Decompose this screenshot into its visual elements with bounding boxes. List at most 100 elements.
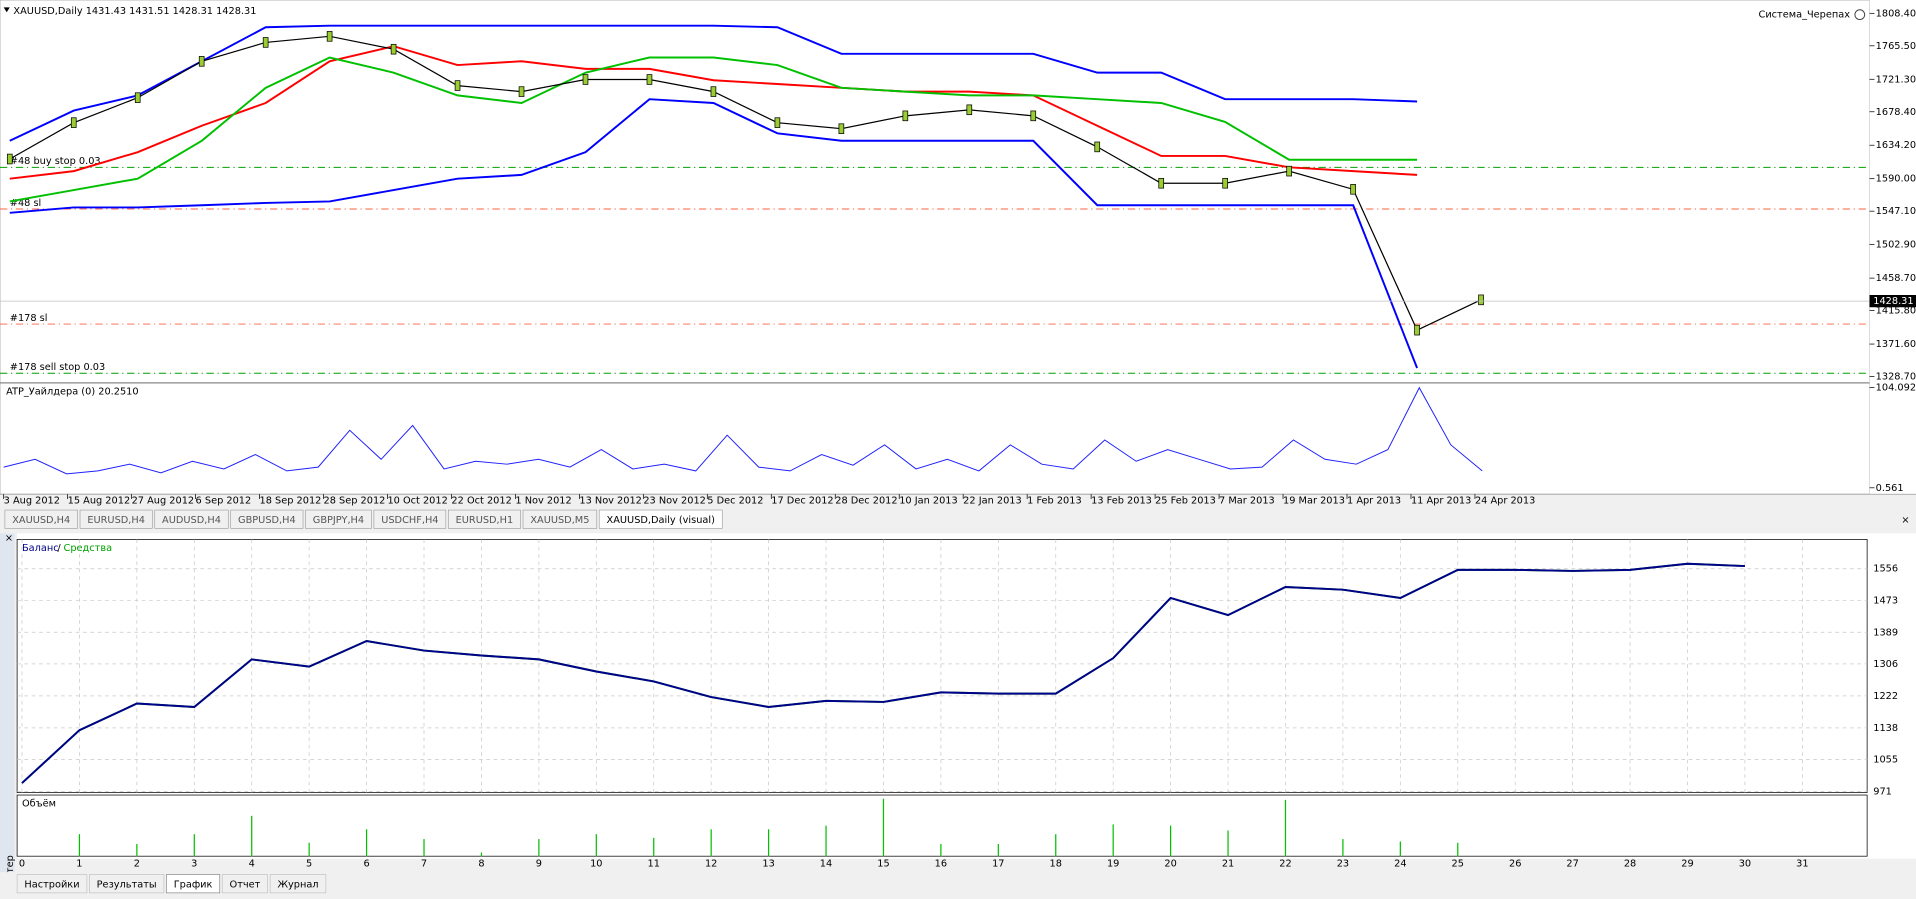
y-tick-label: 1590.00 — [1876, 174, 1916, 185]
y-tick-label: 104.0925 — [1876, 383, 1916, 394]
x-tick-label: 26 — [1509, 859, 1521, 870]
order-label: #178 sell stop 0.03 — [10, 362, 105, 373]
y-tick-label: 1808.40 — [1876, 8, 1916, 19]
x-tick-label: 13 — [762, 859, 774, 870]
candle — [1350, 184, 1356, 195]
x-tick-label: 0 — [19, 859, 25, 870]
x-tick-label: 20 — [1164, 859, 1176, 870]
volume-frame — [16, 794, 1868, 857]
x-tick-label: 24 Apr 2013 — [1475, 495, 1535, 506]
tester-tab-label[interactable]: Отчет — [230, 879, 261, 890]
close-tester[interactable]: × — [5, 533, 13, 544]
symbol-tab-label[interactable]: GBPJPY,H4 — [313, 515, 364, 526]
x-tick-label: 11 Apr 2013 — [1411, 495, 1471, 506]
symbol-tab[interactable] — [79, 509, 153, 529]
symbol-tab[interactable] — [373, 509, 447, 529]
current-price-label: 1428.31 — [1873, 296, 1913, 307]
tester-tab-label[interactable]: График — [174, 879, 213, 890]
channel-line — [9, 35, 1482, 331]
x-tick-label: 24 — [1394, 859, 1406, 870]
tester-tab-label[interactable]: Настройки — [24, 879, 79, 890]
symbol-tab-label[interactable]: XAUUSD,H4 — [12, 515, 70, 526]
symbol-tab[interactable] — [4, 509, 78, 529]
x-tick-label: 23 Nov 2012 — [643, 495, 706, 506]
y-tick-label: 1055 — [1873, 754, 1898, 765]
symbol-tab-label[interactable]: XAUUSD,M5 — [530, 515, 589, 526]
tester-tab-label[interactable]: Журнал — [277, 879, 318, 890]
y-tick-label: 1473 — [1873, 595, 1898, 606]
symbol-tab-label[interactable]: AUDUSD,H4 — [162, 515, 221, 526]
y-tick-label: 971 — [1873, 786, 1892, 797]
x-tick-label: 3 Aug 2012 — [4, 495, 60, 506]
candle — [70, 117, 77, 128]
symbol-tab-label[interactable]: EURUSD,H1 — [456, 515, 514, 526]
y-tick-label: 1222 — [1873, 691, 1898, 702]
y-tick-label: 1458.70 — [1876, 273, 1916, 284]
candle — [390, 43, 397, 55]
menu-arrow[interactable] — [3, 7, 10, 13]
tester-tab[interactable] — [89, 874, 165, 894]
symbol-tab[interactable] — [447, 509, 521, 529]
symbol-tab-label[interactable]: EURUSD,H4 — [87, 515, 145, 526]
candle — [646, 74, 653, 85]
candle — [1414, 324, 1420, 336]
symbol-tab[interactable] — [154, 509, 229, 529]
tester-tab[interactable] — [16, 874, 88, 894]
candle — [710, 86, 717, 97]
x-tick-label: 31 — [1796, 859, 1808, 870]
candle — [774, 117, 781, 128]
symbol-tab[interactable] — [522, 509, 598, 529]
x-tick-label: 11 — [648, 859, 660, 870]
candle — [1286, 165, 1292, 177]
x-tick-label: 18 — [1050, 859, 1062, 870]
candle — [1158, 177, 1165, 189]
x-tick-label: 9 — [536, 859, 542, 870]
balance-line — [21, 562, 1745, 784]
channel-line — [9, 45, 1418, 180]
tester-tab[interactable] — [269, 874, 327, 894]
y-tick-label: 1634.20 — [1876, 140, 1916, 151]
x-tick-label: 8 — [478, 859, 484, 870]
y-tick-label: 1389 — [1873, 627, 1898, 638]
candle — [454, 80, 461, 91]
legend-balance: Баланс — [22, 543, 59, 554]
x-tick-label: 19 Mar 2013 — [1283, 495, 1345, 506]
symbol-tab-label[interactable]: XAUUSD,Daily (visual) — [607, 515, 715, 526]
candle — [838, 123, 845, 134]
tester-tab[interactable] — [221, 874, 268, 894]
channel-line — [9, 24, 1418, 142]
x-tick-label: 4 — [249, 859, 255, 870]
y-tick-label: 1721.30 — [1876, 74, 1916, 85]
x-tick-label: 5 Dec 2012 — [707, 495, 763, 506]
symbol-tab[interactable] — [230, 509, 304, 529]
x-tick-label: 25 Feb 2013 — [1155, 495, 1216, 506]
x-tick-label: 10 Jan 2013 — [899, 495, 958, 506]
y-tick-label: 1415.80 — [1876, 306, 1916, 317]
y-tick-label: 1678.40 — [1876, 107, 1916, 118]
symbol-tab-label[interactable]: USDCHF,H4 — [381, 515, 438, 526]
atr-line — [3, 386, 1483, 475]
expert-icon[interactable] — [1854, 9, 1866, 21]
tab-close[interactable]: × — [1901, 515, 1909, 526]
tester-tab-label[interactable]: Результаты — [97, 879, 157, 890]
symbol-info: XAUUSD,Daily 1431.43 1431.51 1428.31 142… — [13, 6, 256, 17]
channel-line — [9, 98, 1418, 369]
tester-tab[interactable] — [166, 874, 221, 894]
order-label: #48 buy stop 0.03 — [10, 156, 101, 167]
candle — [326, 31, 333, 42]
x-tick-label: 21 — [1222, 859, 1234, 870]
x-tick-label: 29 — [1681, 859, 1693, 870]
candle — [518, 86, 525, 97]
x-tick-label: 7 Mar 2013 — [1219, 495, 1275, 506]
symbol-tab[interactable] — [598, 509, 723, 529]
y-tick-label: 1547.10 — [1876, 206, 1916, 217]
x-tick-label: 10 Oct 2012 — [387, 495, 447, 506]
chart-layer: 1808.401765.501721.301678.401634.201590.… — [0, 8, 1916, 894]
candle — [134, 92, 141, 103]
x-tick-label: 17 Dec 2012 — [771, 495, 833, 506]
x-tick-label: 7 — [421, 859, 427, 870]
symbol-tab[interactable] — [305, 509, 372, 529]
symbol-tab-label[interactable]: GBPUSD,H4 — [238, 515, 296, 526]
expert-name: Система_Черепах — [1759, 10, 1851, 21]
